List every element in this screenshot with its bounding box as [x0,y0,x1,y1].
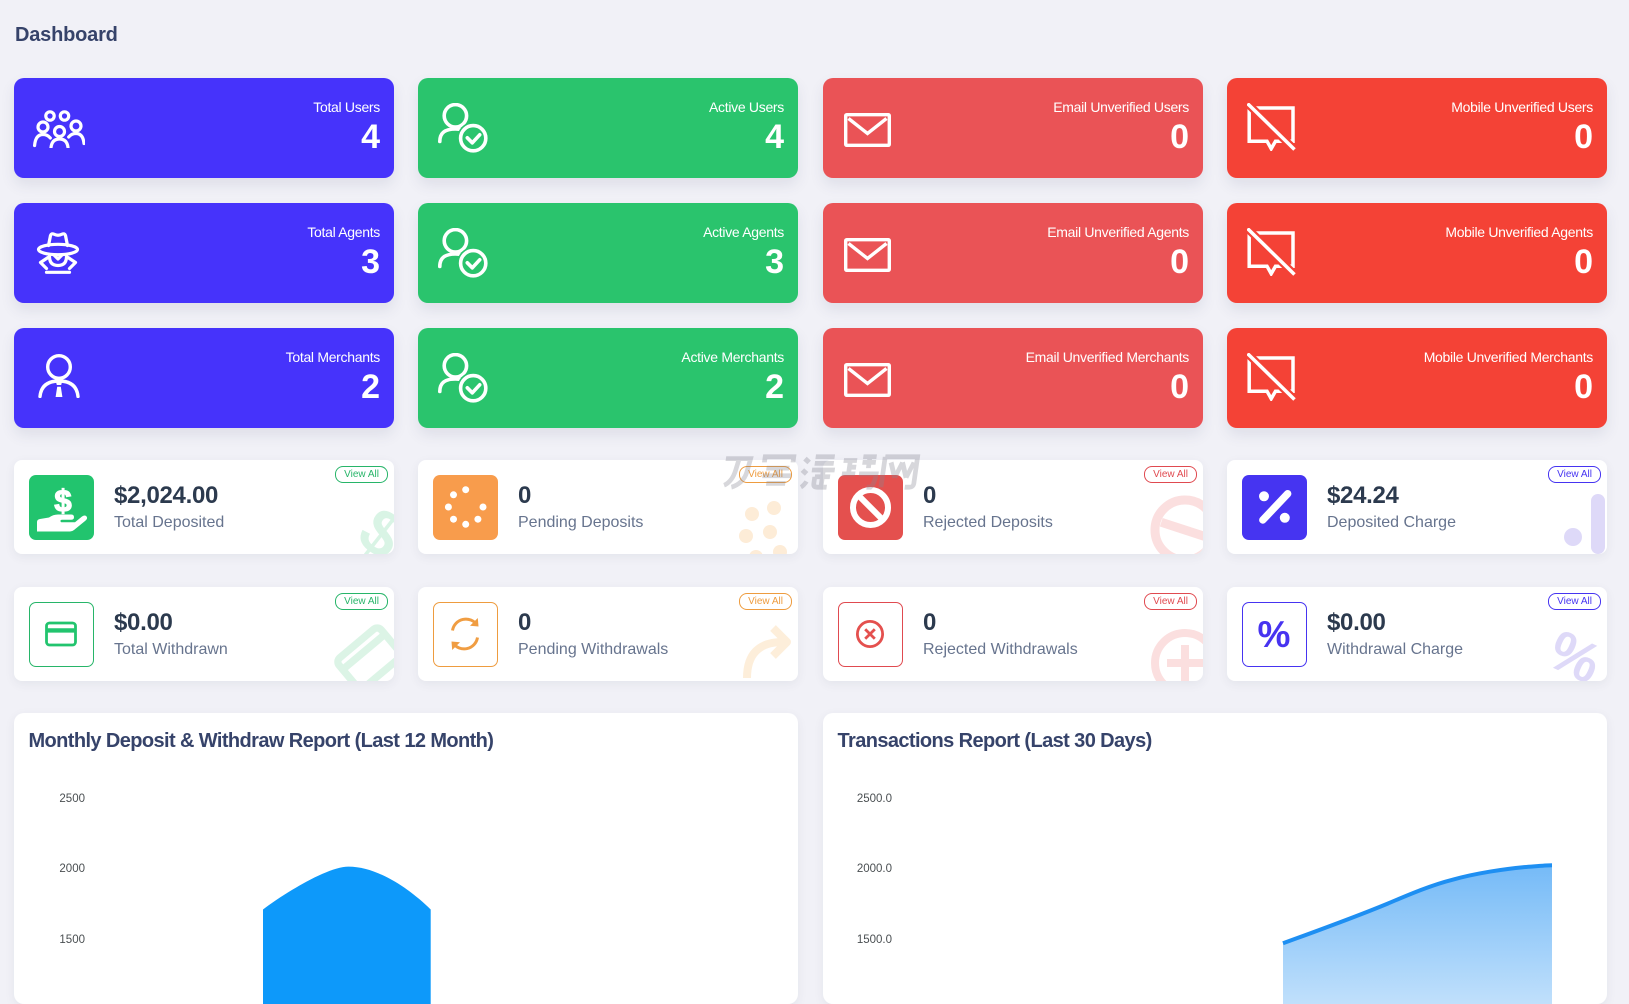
svg-text:%: % [1258,614,1291,655]
svg-text:$: $ [54,483,71,518]
svg-text:%: % [1541,621,1607,681]
svg-text:$: $ [345,492,394,554]
